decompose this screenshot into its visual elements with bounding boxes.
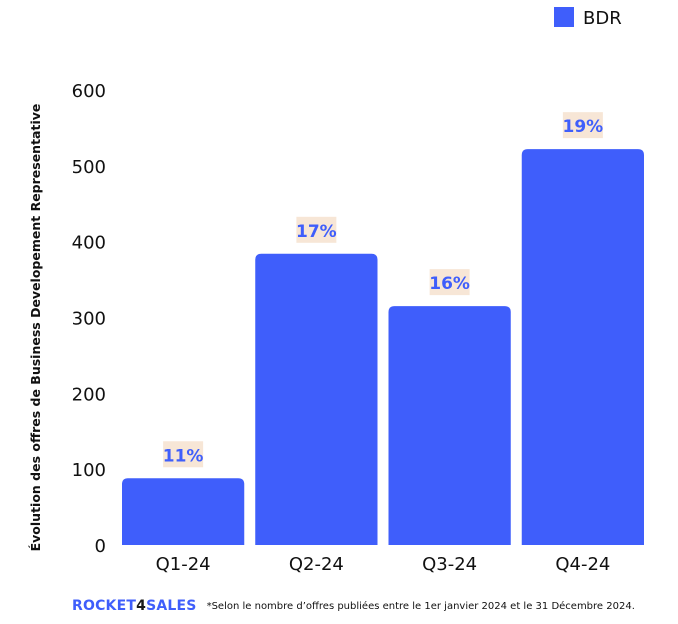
- data-label-bg: [296, 216, 337, 243]
- data-label: 16%: [429, 274, 470, 294]
- data-label: 17%: [296, 222, 337, 242]
- data-label-bg: [429, 269, 470, 296]
- brand-part-3: SALES: [146, 598, 197, 614]
- data-label-bg: [163, 441, 204, 468]
- bar-q1-24: [122, 478, 245, 545]
- brand-logo: ROCKET4SALES: [72, 598, 197, 614]
- footnote: *Selon le nombre d’offres publiées entre…: [206, 600, 635, 612]
- data-label: 11%: [163, 446, 204, 466]
- y-tick-label: 500: [72, 157, 106, 178]
- bar-q2-24: [255, 253, 378, 546]
- y-tick-label: 0: [95, 536, 106, 557]
- bar-q3-24: [388, 306, 511, 545]
- x-tick-label: Q3-24: [422, 554, 477, 575]
- y-tick-label: 300: [72, 309, 106, 330]
- x-tick-label: Q4-24: [555, 554, 610, 575]
- x-tick-label: Q2-24: [289, 554, 344, 575]
- data-label-bg: [562, 112, 603, 139]
- legend-label: BDR: [583, 8, 622, 29]
- footer: ROCKET4SALES *Selon le nombre d’offres p…: [72, 598, 672, 614]
- y-tick-label: 200: [72, 384, 106, 405]
- y-tick-label: 600: [72, 81, 106, 102]
- brand-part-2: 4: [136, 598, 147, 614]
- bar-q4-24: [521, 149, 644, 545]
- y-axis-label: Évolution des offres de Business Develop…: [28, 104, 43, 552]
- y-tick-label: 400: [72, 233, 106, 254]
- legend-swatch: [554, 7, 574, 27]
- data-label: 19%: [563, 117, 604, 137]
- brand-part-1: ROCKET: [72, 598, 137, 614]
- y-tick-label: 100: [72, 460, 106, 481]
- x-tick-label: Q1-24: [156, 554, 211, 575]
